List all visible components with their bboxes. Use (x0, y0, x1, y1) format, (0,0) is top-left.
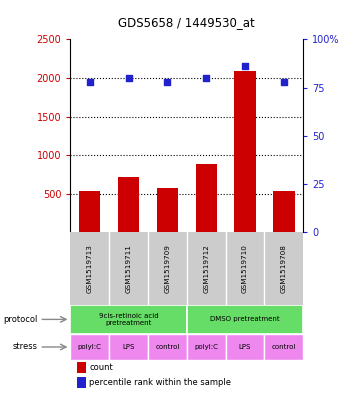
Text: LPS: LPS (122, 344, 135, 350)
Point (126, 75, 131, 81)
Bar (196, 165, 217, 233)
Text: GSM1519711: GSM1519711 (126, 244, 132, 293)
Text: 9cis-retinoic acid
pretreatment: 9cis-retinoic acid pretreatment (99, 313, 158, 326)
Bar (118, 177, 139, 233)
Text: polyI:C: polyI:C (78, 344, 102, 350)
Bar (70, 305, 187, 334)
Text: GSM1519709: GSM1519709 (164, 244, 170, 293)
Bar (109, 334, 148, 360)
Bar (273, 191, 295, 233)
Text: stress: stress (12, 342, 38, 351)
Bar (77, 362, 86, 373)
Text: GDS5658 / 1449530_at: GDS5658 / 1449530_at (118, 17, 254, 29)
Text: percentile rank within the sample: percentile rank within the sample (90, 378, 231, 387)
Text: LPS: LPS (239, 344, 251, 350)
Bar (226, 334, 264, 360)
Text: count: count (90, 363, 113, 372)
Bar (77, 376, 86, 387)
Text: protocol: protocol (3, 315, 38, 324)
Bar (79, 191, 100, 233)
Bar (70, 334, 109, 360)
Point (203, 75, 209, 81)
Text: GSM1519713: GSM1519713 (87, 244, 93, 293)
Text: polyI:C: polyI:C (194, 344, 218, 350)
Text: GSM1519712: GSM1519712 (203, 244, 209, 293)
Bar (264, 334, 303, 360)
Point (242, 63, 248, 70)
Bar (157, 187, 178, 233)
Text: DMSO pretreatment: DMSO pretreatment (210, 316, 280, 322)
Point (165, 79, 170, 85)
Text: control: control (155, 344, 180, 350)
Text: GSM1519710: GSM1519710 (242, 244, 248, 293)
Point (87, 79, 93, 85)
Bar (148, 334, 187, 360)
Text: GSM1519708: GSM1519708 (281, 244, 287, 293)
Bar (234, 71, 256, 233)
Text: control: control (271, 344, 296, 350)
Bar (187, 334, 226, 360)
Bar (187, 305, 303, 334)
Point (281, 79, 287, 85)
